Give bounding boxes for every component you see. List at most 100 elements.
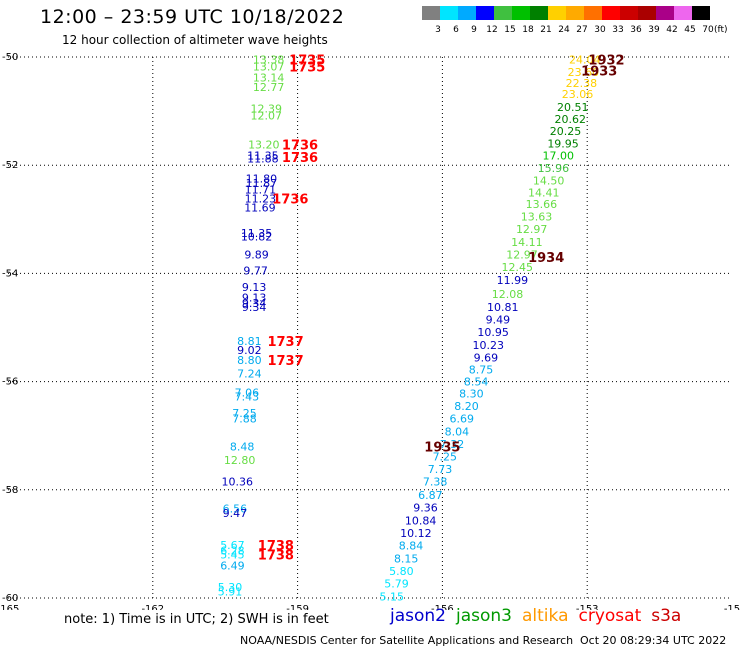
y-tick-label: -56 [2,377,18,388]
pass-time-label: 1735 [289,54,325,69]
wave-height-value: 10.12 [400,527,432,540]
color-tick-label: 42 [666,25,677,35]
color-swatch [656,6,674,20]
wave-height-value: 24.04 [569,54,601,67]
y-tick-label: -54 [2,268,18,279]
chart-title: 12:00 – 23:59 UTC 10/18/2022 [40,6,345,28]
wave-height-value: 15.96 [538,162,570,175]
wave-height-value: 11.99 [497,274,529,287]
wave-height-map: -165 -162 -159 -156 -153 -15 -50 -52 -54 -56 -58 -6… [0,52,740,610]
color-swatch [530,6,548,20]
pass-time-label: 1933 [581,65,617,80]
color-swatch [548,6,566,20]
wave-height-value: 19.95 [547,138,579,151]
y-tick-label: -50 [2,52,18,63]
wave-height-value: 11.88 [247,153,279,166]
color-swatch [422,6,440,20]
wave-height-value: 10.95 [477,326,509,339]
pass-time-label: 1932 [588,54,624,69]
wave-height-value: 9.77 [243,265,268,278]
wave-height-labels: 13.3813.0713.1412.7712.3912.0713.2011.35… [218,54,601,604]
wave-height-value: 20.25 [550,125,582,138]
color-swatch [512,6,530,20]
color-tick-label: 12 [486,25,497,35]
x-tick-label: -165 [0,604,19,610]
satellite-jason2: jason2 [390,606,446,626]
satellite-jason3: jason3 [456,606,512,626]
wave-height-value: 7.24 [237,367,262,380]
wave-height-value: 11.23 [245,193,277,206]
color-tick-label: 6 [453,25,459,35]
wave-height-value: 7.88 [232,412,257,425]
color-unit-label: (ft) [714,25,728,35]
wave-height-value: 11.80 [246,173,278,186]
wave-height-value: 8.54 [464,376,489,389]
wave-height-value: 8.30 [459,388,484,401]
wave-height-value: 12.80 [224,454,256,467]
wave-height-value: 12.39 [250,102,282,115]
wave-height-value: 12.45 [501,261,533,274]
satellite-cryosat: cryosat [578,606,642,626]
wave-height-value: 12.77 [253,81,285,94]
wave-height-value: 5.30 [218,581,243,594]
wave-height-value: 9.34 [242,301,267,314]
wave-height-value: 23.60 [568,66,600,79]
wave-height-value: 8.48 [230,441,255,454]
wave-height-value: 13.20 [248,139,280,152]
wave-height-value: 6.28 [220,544,245,557]
wave-height-value: 13.38 [253,54,285,67]
x-tick-label: -153 [576,604,599,610]
wave-height-value: 7.25 [232,407,257,420]
color-swatch [584,6,602,20]
x-tick-label: -162 [141,604,164,610]
color-tick-label: 33 [612,25,623,35]
wave-height-value: 9.47 [223,507,248,520]
satellite-legend: jason2 jason3 altika cryosat s3a [390,606,691,626]
wave-height-value: 11.87 [246,177,278,190]
wave-height-value: 9.13 [242,281,267,294]
pass-time-label: 1737 [267,335,303,350]
color-swatch [566,6,584,20]
color-tick-label: 15 [504,25,515,35]
color-tick-label: 36 [630,25,642,35]
x-tick-label: -159 [286,604,309,610]
grid-lines [8,56,732,599]
wave-height-value: 8.81 [237,335,262,348]
axis-labels: -165 -162 -159 -156 -153 -15 -50 -52 -54 -56 -58 -6… [0,52,740,610]
pass-time-label: 1736 [282,151,318,166]
time-labels: 1735173517361736173617371737173817381932… [258,54,625,564]
x-tick-label: -15 [724,604,740,610]
wave-height-value: 20.51 [557,101,589,114]
color-tick-label: 39 [648,25,660,35]
pass-time-label: 1735 [289,61,325,76]
wave-height-value: 5.15 [379,590,404,603]
pass-time-label: 1737 [267,354,303,369]
wave-height-value: 13.07 [253,61,285,74]
wave-height-value: 9.34 [242,297,267,310]
wave-height-value: 23.06 [562,88,594,101]
pass-time-label: 1935 [424,441,460,456]
pass-time-label: 1738 [258,539,294,554]
wave-height-value: 14.41 [528,186,560,199]
wave-height-value: 9.89 [244,248,269,261]
color-swatch [620,6,638,20]
wave-height-value: 8.04 [445,425,470,438]
wave-height-value: 22.38 [566,77,598,90]
satellite-s3a: s3a [651,606,682,626]
wave-height-value: 7.73 [428,463,453,476]
wave-height-value: 5.67 [220,539,245,552]
color-swatch [440,6,458,20]
pass-time-label: 1736 [272,193,308,208]
wave-height-value: 14.50 [533,174,565,187]
wave-height-value: 6.56 [223,503,248,516]
color-swatch [602,6,620,20]
wave-height-value: 5.80 [389,565,414,578]
wave-height-value: 8.20 [454,400,479,413]
x-tick-label: -156 [431,604,454,610]
color-swatch [674,6,692,20]
wave-height-value: 12.08 [492,288,524,301]
color-tick-label: 9 [471,25,477,35]
color-swatch [494,6,512,20]
wave-height-value: 7.06 [235,386,260,399]
wave-height-value: 8.84 [399,540,424,553]
